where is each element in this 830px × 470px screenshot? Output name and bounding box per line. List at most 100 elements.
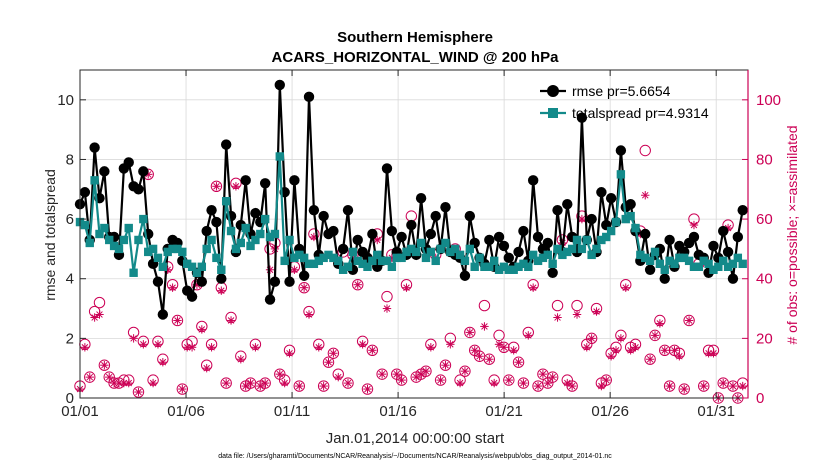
rmse-point xyxy=(201,225,212,237)
totalspread-point xyxy=(650,247,660,257)
rmse-point xyxy=(152,276,164,287)
rmse-point xyxy=(216,273,227,284)
totalspread-point xyxy=(412,247,421,257)
obs-assimilated-marker xyxy=(95,310,104,319)
rmse-point xyxy=(342,204,354,216)
totalspread-point xyxy=(207,235,216,245)
obs-assimilated-marker xyxy=(538,369,548,379)
obs-assimilated-marker xyxy=(100,361,109,370)
totalspread-point xyxy=(446,247,455,257)
obs-assimilated-marker xyxy=(241,381,250,391)
obs-possible-marker xyxy=(493,329,505,342)
obs-assimilated-marker xyxy=(680,384,689,394)
obs-assimilated-marker xyxy=(514,358,523,367)
obs-assimilated-marker xyxy=(528,283,538,292)
obs-assimilated-marker xyxy=(602,375,611,385)
rmse-point xyxy=(284,276,295,287)
legend-rmse-label: rmse pr=5.6654 xyxy=(572,83,671,99)
totalspread-point xyxy=(680,253,689,263)
totalspread-point xyxy=(616,170,626,179)
x-tick-label: 01/01 xyxy=(61,403,99,420)
totalspread-point xyxy=(363,262,372,271)
rmse-point xyxy=(727,273,739,284)
obs-assimilated-marker xyxy=(183,343,192,352)
totalspread-point xyxy=(494,265,504,274)
tick-labels: 01/01 01/06 01/11 01/16 01/21 01/26 01/31 0 2 4 6 8… xyxy=(57,92,781,420)
totalspread-point xyxy=(129,268,138,277)
rmse-point xyxy=(196,276,208,287)
obs-possible-marker xyxy=(376,368,388,380)
chart-title: Southern Hemisphere xyxy=(337,29,493,46)
totalspread-point xyxy=(514,262,523,271)
totalspread-point xyxy=(192,268,202,277)
totalspread-point xyxy=(504,265,514,274)
totalspread-point xyxy=(114,244,124,254)
totalspread-point xyxy=(407,244,416,254)
obs-assimilated-marker xyxy=(660,346,669,355)
rmse-point xyxy=(464,210,476,222)
obs-possible-marker xyxy=(663,380,676,392)
totalspread-point xyxy=(538,253,548,263)
obs-assimilated-marker xyxy=(256,381,265,391)
obs-assimilated-marker xyxy=(441,361,450,370)
rmse-point xyxy=(547,267,558,278)
rmse-point xyxy=(498,240,510,252)
totalspread-point xyxy=(197,262,207,271)
rmse-point xyxy=(133,184,144,195)
obs-possible-marker xyxy=(293,380,305,392)
y-right-tick-label: 80 xyxy=(756,151,773,168)
x-tick-label: 01/06 xyxy=(167,403,205,420)
obs-assimilated-marker xyxy=(436,375,445,385)
totalspread-point xyxy=(728,259,738,269)
rmse-point xyxy=(289,175,300,186)
y-right-tick-label: 20 xyxy=(756,330,773,347)
x-tick-label: 01/31 xyxy=(697,403,735,420)
obs-possible-marker xyxy=(639,144,651,157)
rmse-point xyxy=(518,225,529,237)
totalspread-point xyxy=(670,259,679,269)
obs-assimilated-marker xyxy=(684,316,694,325)
rmse-point xyxy=(240,175,251,186)
totalspread-point xyxy=(119,235,129,245)
series-lines xyxy=(74,79,748,320)
x-axis-label: Jan.01,2014 00:00:00 start xyxy=(326,430,505,447)
rmse-point xyxy=(381,163,393,174)
obs-assimilated-marker xyxy=(645,355,655,364)
obs-assimilated-marker xyxy=(139,340,148,349)
obs-possible-marker xyxy=(298,281,310,294)
obs-assimilated-marker xyxy=(124,378,133,388)
obs-assimilated-marker xyxy=(606,352,616,361)
totalspread-point xyxy=(260,214,270,224)
obs-possible-marker xyxy=(659,344,671,356)
rmse-point xyxy=(211,216,222,228)
totalspread-point xyxy=(270,229,280,239)
obs-assimilated-marker xyxy=(158,358,168,367)
obs-assimilated-marker xyxy=(455,378,465,388)
obs-assimilated-marker xyxy=(236,355,246,364)
totalspread-point xyxy=(358,259,367,269)
totalspread-point xyxy=(187,262,197,271)
totalspread-point xyxy=(524,262,533,271)
obs-assimilated-marker xyxy=(412,372,421,382)
obs-assimilated-marker xyxy=(567,381,577,391)
obs-assimilated-marker xyxy=(587,334,596,343)
totalspread-point xyxy=(348,247,358,257)
obs-possible-marker xyxy=(361,383,374,395)
totalspread-point xyxy=(577,244,587,254)
obs-possible-marker xyxy=(395,374,408,386)
obs-possible-marker xyxy=(317,380,330,392)
totalspread-point xyxy=(451,244,460,254)
obs-assimilated-marker xyxy=(499,343,509,352)
obs-possible-marker xyxy=(132,386,145,398)
obs-possible-marker xyxy=(600,374,612,386)
obs-assimilated-marker xyxy=(553,313,562,322)
obs-assimilated-marker xyxy=(719,378,728,388)
totalspread-point xyxy=(148,244,158,254)
obs-assimilated-marker xyxy=(519,378,528,388)
totalspread-point xyxy=(441,238,450,248)
obs-assimilated-marker xyxy=(382,304,392,313)
rmse-point xyxy=(708,240,719,252)
totalspread-point xyxy=(387,262,397,271)
obs-assimilated-marker xyxy=(202,363,211,373)
obs-possible-marker xyxy=(381,290,393,303)
